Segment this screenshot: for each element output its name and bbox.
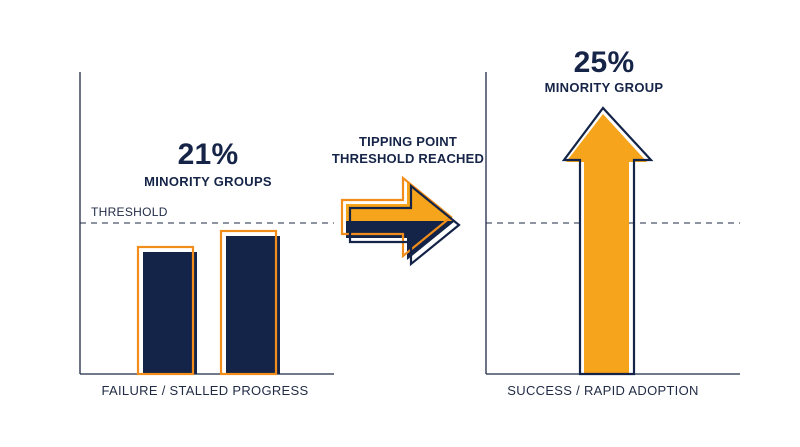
left-bar-2	[226, 236, 280, 374]
center-label-line1: TIPPING POINT	[359, 134, 457, 149]
arrow-top-orange	[346, 182, 455, 221]
arrow-outline-orange	[340, 175, 453, 259]
right-bottom-label: SUCCESS / RAPID ADOPTION	[507, 383, 698, 398]
left-bar-1	[143, 252, 197, 374]
right-panel: 25% MINORITY GROUP SUCCESS / RAPID ADOPT…	[485, 46, 740, 398]
right-percent: 25%	[574, 46, 635, 79]
arrow-bottom-navy	[346, 221, 455, 260]
left-subtitle: MINORITY GROUPS	[144, 174, 272, 189]
left-bottom-label: FAILURE / STALLED PROGRESS	[102, 383, 309, 398]
left-percent: 21%	[178, 138, 239, 171]
arrow-outline-navy	[348, 183, 461, 267]
right-subtitle: MINORITY GROUP	[545, 80, 664, 95]
left-bar-1-outline	[136, 245, 195, 376]
threshold-label: THRESHOLD	[91, 205, 168, 219]
center-label-line2: THRESHOLD REACHED	[332, 151, 484, 166]
center-section: TIPPING POINT THRESHOLD REACHED	[332, 134, 484, 267]
growth-arrow-outline	[561, 106, 654, 376]
left-panel: 21% MINORITY GROUPS THRESHOLD FAILURE / …	[79, 72, 334, 398]
left-bar-2-outline	[219, 229, 278, 376]
growth-arrow-fill	[566, 114, 647, 374]
